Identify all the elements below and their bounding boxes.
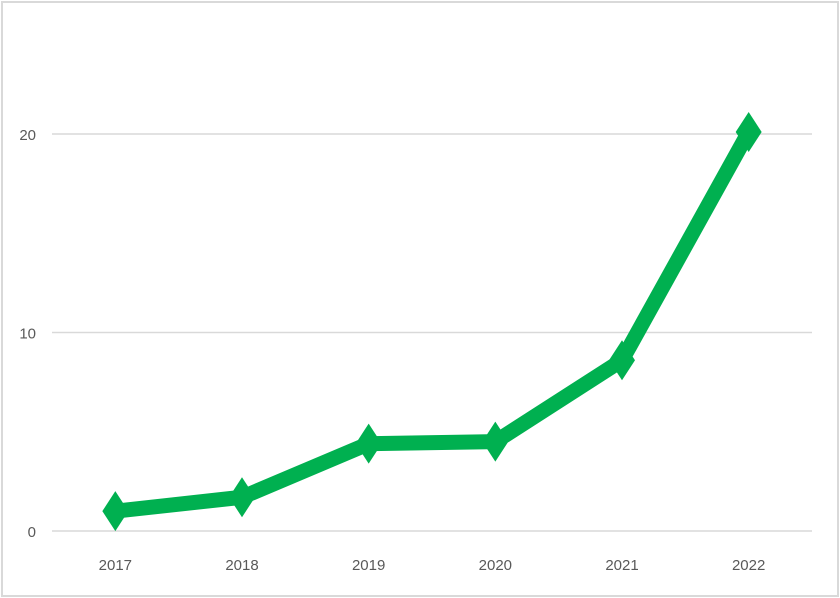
x-tick-label: 2022 xyxy=(732,557,765,574)
y-tick-label: 0 xyxy=(28,524,36,541)
series-line xyxy=(114,128,756,519)
x-tick-label: 2019 xyxy=(352,557,385,574)
x-tick-label: 2021 xyxy=(605,557,638,574)
data-point-marker xyxy=(102,491,129,532)
data-point-marker xyxy=(482,421,509,462)
x-tick-label: 2017 xyxy=(99,557,132,574)
data-point-marker xyxy=(229,477,255,518)
y-tick-label: 10 xyxy=(19,326,36,343)
x-tick-label: 2020 xyxy=(479,557,512,574)
y-tick-label: 20 xyxy=(19,127,36,144)
data-point-marker xyxy=(355,423,382,464)
data-point-marker xyxy=(609,340,635,381)
x-tick-label: 2018 xyxy=(225,557,258,574)
data-point-marker xyxy=(735,112,762,153)
